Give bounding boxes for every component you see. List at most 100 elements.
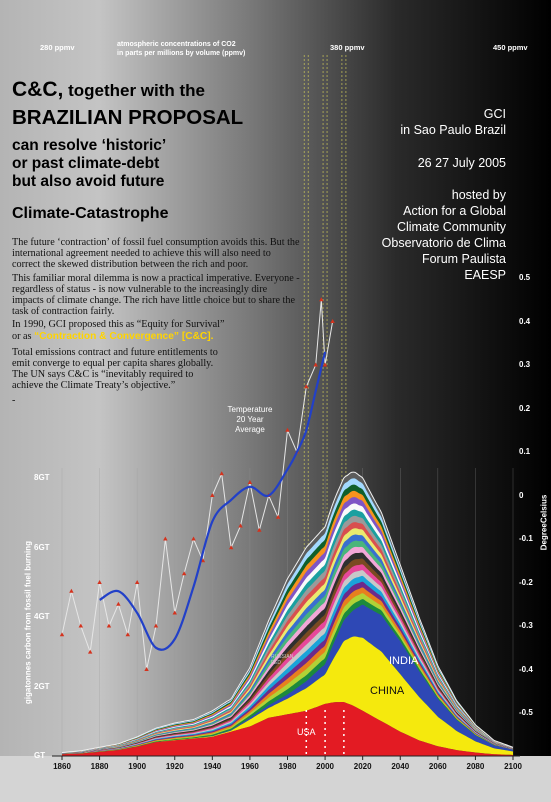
co2-axis-title: atmospheric concentrations of CO2 in par… (117, 40, 307, 58)
body-paragraph-4: Total emissions contract and future enti… (12, 346, 218, 392)
temperature-point-1860 (59, 632, 65, 637)
y2-tick-label-0.2: 0.2 (519, 403, 531, 413)
headline-line1: C&C, together with the (12, 78, 205, 102)
temperature-point-1995 (313, 362, 318, 367)
series-india (62, 604, 513, 755)
temperature-point-1900 (134, 580, 140, 584)
temperature-point-1935 (200, 558, 206, 563)
x-tick-label-1980: 1980 (278, 762, 297, 771)
event-hosted-by: hosted by (451, 188, 506, 202)
temperature-point-1865 (69, 588, 74, 593)
temperature-point-1998 (319, 297, 324, 302)
russia-label: RUSSIAN FED (271, 654, 294, 666)
body-paragraph-3b: or as “Contraction & Convergence” [C&C]. (12, 331, 300, 342)
headline-cc: C&C, (12, 78, 64, 101)
event-host-5: EAESP (464, 268, 506, 282)
y2-tick-label-0.3: 0.3 (519, 360, 531, 369)
temperature-point-1950 (228, 545, 234, 550)
emissions-envelope (61, 471, 514, 753)
x-tick-label-1860: 1860 (53, 762, 71, 771)
x-tick-label-1920: 1920 (165, 762, 184, 771)
event-dates: 26 27 July 2005 (417, 156, 506, 170)
event-host-2: Climate Community (396, 220, 506, 234)
headline-line3: can resolve ‘historic’ (12, 137, 167, 154)
temperature-point-1890 (116, 601, 121, 606)
headline-line5: but also avoid future (12, 173, 165, 190)
x-tick-label-2060: 2060 (428, 762, 447, 771)
y2-tick-label--0.2: -0.2 (519, 577, 533, 587)
body-paragraph-2: This familiar moral dilemma is now a pra… (12, 272, 300, 318)
y2-tick-label--0.1: -0.1 (519, 534, 533, 543)
event-block: GCI in Sao Paulo Brazil 26 27 July 2005 … (306, 106, 506, 283)
event-host-4: Forum Paulista (421, 252, 506, 266)
co2-axis-title-line1: atmospheric concentrations of CO2 (117, 41, 236, 48)
x-tick-label-2040: 2040 (391, 762, 410, 771)
y-tick-label-3: 6GT (34, 542, 50, 552)
temperature-point-1980 (285, 427, 290, 432)
temperature-point-2000 (322, 362, 328, 367)
x-axis-ticks (61, 756, 514, 760)
temperature-point-1960 (247, 479, 253, 484)
x-axis-band (0, 756, 551, 802)
temperature-point-1940 (210, 493, 215, 497)
x-tick-label-1900: 1900 (128, 762, 147, 771)
temperature-point-1910 (153, 623, 159, 628)
x-tick-label-2080: 2080 (466, 762, 485, 771)
temperature-point-1990 (304, 384, 309, 389)
x-tick-label-1940: 1940 (203, 762, 222, 771)
temperature-point-1965 (257, 527, 262, 532)
usa-marker-dots (305, 710, 345, 754)
temperature-point-1905 (144, 667, 149, 671)
x-tick-label-1880: 1880 (90, 762, 109, 771)
co2-380-label: 380 ppmv (330, 43, 365, 52)
usa-label: USA (297, 727, 316, 737)
temperature-label-line1: Temperature (227, 405, 273, 414)
co2-280-label: 280 ppmv (40, 43, 75, 52)
y2-tick-label-0.4: 0.4 (519, 316, 531, 326)
y2-tick-label-0.5: 0.5 (519, 273, 531, 282)
event-host-1: Action for a Global (403, 204, 506, 218)
y2-tick-label-0.1: 0.1 (519, 447, 531, 456)
temperature-20yr-line (99, 351, 327, 651)
body-paragraph-1: The future ‘contraction’ of fossil fuel … (12, 237, 300, 271)
headline-together: together with the (63, 81, 206, 100)
temperature-point-1920 (172, 610, 177, 615)
event-location: in Sao Paulo Brazil (400, 123, 506, 137)
headline-line2: BRAZILIAN PROPOSAL (12, 106, 244, 129)
body-paragraph-3b-prefix: or as (12, 330, 35, 342)
co2-axis-title-line2: in parts per millions by volume (ppmv) (117, 50, 246, 57)
body-text: The future ‘contraction’ of fossil fuel … (12, 237, 300, 406)
y-tick-label-4: 8GT (34, 473, 50, 482)
temperature-point-1885 (106, 623, 112, 628)
y2-tick-label-0: 0 (519, 490, 524, 500)
event-host-3: Observatorio de Clima (381, 236, 506, 250)
series-china (62, 636, 513, 755)
temperature-point-1895 (125, 632, 130, 637)
body-paragraph-3a: In 1990, GCI proposed this as “Equity fo… (12, 319, 225, 331)
temperature-point-2004 (330, 319, 335, 323)
y-tick-label-1: 2GT (34, 681, 50, 691)
temperature-point-1975 (275, 514, 281, 519)
temperature-label-line2: 20 Year (236, 415, 264, 424)
temperature-point-1955 (238, 523, 243, 528)
y-tick-label-0: GT (34, 751, 46, 760)
x-tick-label-1960: 1960 (241, 762, 259, 771)
cc-highlight: “Contraction & Convergence” [C&C]. (34, 330, 214, 342)
temperature-point-1925 (181, 571, 187, 576)
event-gci: GCI (483, 107, 506, 121)
temperature-point-1945 (219, 471, 224, 476)
y-tick-label-2: 4GT (34, 612, 50, 621)
temperature-point-1915 (163, 536, 168, 541)
headline-line4: or past climate-debt (12, 155, 160, 172)
y2-tick-label--0.5: -0.5 (519, 708, 533, 717)
co2-450-label: 450 ppmv (493, 43, 528, 52)
temperature-point-1870 (78, 623, 83, 628)
temperature-point-1880 (97, 580, 102, 584)
y2-tick-label--0.3: -0.3 (519, 621, 533, 630)
temperature-point-1875 (87, 649, 93, 654)
y2-tick-label--0.4: -0.4 (519, 664, 533, 674)
emission-series (61, 471, 514, 756)
series-usa (62, 702, 513, 756)
temperature-label: Temperature 20 Year Average (222, 405, 278, 435)
